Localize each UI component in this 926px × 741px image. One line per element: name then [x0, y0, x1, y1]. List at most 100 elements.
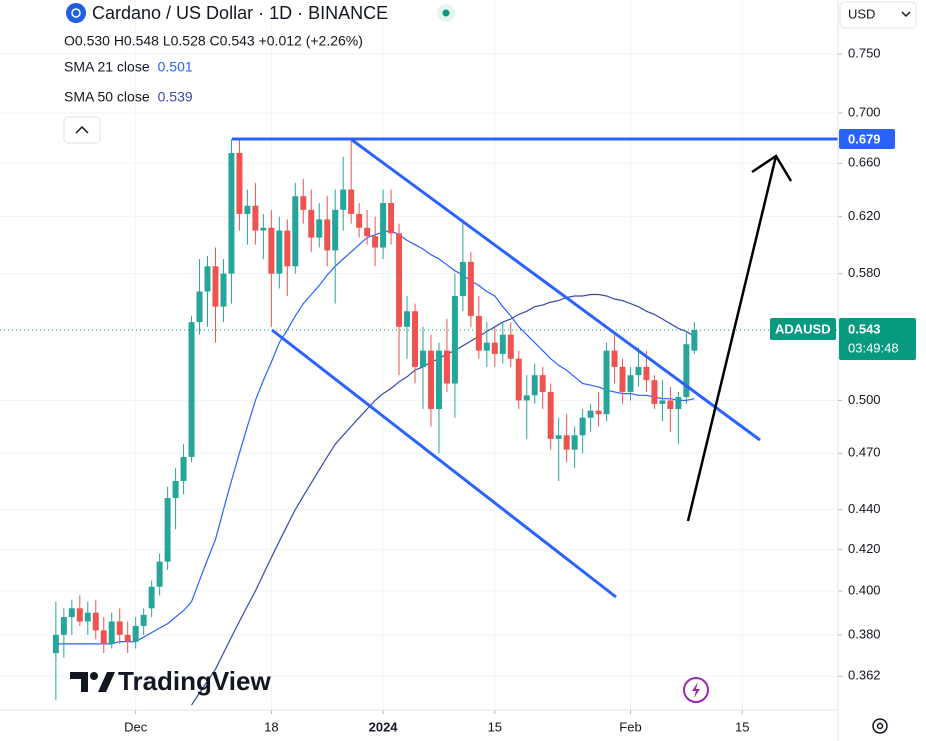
x-tick-label: Feb [619, 719, 641, 734]
candle-body [172, 480, 179, 499]
candle-body [404, 311, 411, 327]
drawings [271, 138, 793, 599]
candle-body [491, 342, 498, 354]
chart-title: Cardano / US Dollar · 1D · BINANCE [92, 3, 388, 23]
x-tick-label: Dec [124, 719, 148, 734]
y-tick-label: 0.700 [848, 104, 881, 119]
candle-body [547, 391, 554, 439]
currency-dropdown[interactable] [839, 1, 917, 29]
y-tick-label: 0.580 [848, 265, 881, 280]
y-tick-label: 0.380 [848, 626, 881, 641]
resistance-label: 0.679 [848, 131, 881, 146]
candle-body [691, 329, 698, 351]
candle-body [531, 375, 538, 396]
x-tick-label: 2024 [369, 719, 399, 734]
collapse-button[interactable] [63, 116, 101, 144]
x-tick-label: 15 [735, 719, 749, 734]
candle-body [60, 617, 67, 635]
candle-body [364, 227, 371, 237]
brand-name: TradingView [118, 666, 271, 696]
candle-body [475, 315, 482, 351]
candle-body [427, 350, 434, 410]
arrow-shaft [686, 155, 778, 522]
currency-label: USD [848, 6, 875, 21]
last-price-label: 0.543 [848, 321, 881, 336]
candle-body [140, 614, 147, 626]
countdown-label: 03:49:48 [848, 340, 899, 355]
candle-body [459, 261, 466, 297]
candle-body [84, 612, 91, 622]
candle-body [388, 203, 395, 234]
y-tick-label: 0.400 [848, 582, 881, 597]
brand-logo: TradingView [70, 666, 271, 696]
candle-body [132, 625, 139, 642]
candle-body [268, 227, 275, 274]
candle-body [603, 350, 610, 415]
candle-body [435, 350, 442, 410]
candle-body [412, 311, 419, 367]
settings-icon[interactable] [872, 718, 888, 734]
candle-body [188, 322, 195, 457]
candle-body [507, 334, 514, 359]
candle-body [380, 203, 387, 248]
candle-body [587, 410, 594, 418]
candle-body [539, 375, 546, 392]
candle-body [396, 233, 403, 327]
legend-value: 0.539 [158, 89, 193, 105]
brand-mark-dot [90, 672, 98, 680]
settings-icon-center [876, 722, 884, 730]
brand-mark-slash [98, 672, 115, 692]
candle-body [332, 209, 339, 251]
channel-upper [351, 138, 761, 442]
candle-body [324, 219, 331, 251]
y-tick-label: 0.500 [848, 392, 881, 407]
legend-name: SMA 21 close [64, 59, 150, 75]
candle-body [156, 561, 163, 587]
legend: SMA 21 close 0.501 SMA 50 close 0.539 [64, 59, 193, 105]
market-status-dot [442, 9, 450, 17]
moving-average-line [190, 293, 695, 706]
candle-body [419, 350, 426, 367]
candle-body [108, 621, 115, 644]
candle-body [372, 236, 379, 248]
symbol-logo [66, 3, 86, 23]
candle-body [116, 621, 123, 635]
candle-body [611, 350, 618, 367]
ohlc-legend: O0.530 H0.548 L0.528 C0.543 +0.012 (+2.2… [64, 33, 363, 49]
candle-body [76, 608, 83, 622]
candle-body [100, 630, 107, 644]
candle-body [467, 261, 474, 316]
candle-body [252, 205, 259, 231]
candle-body [555, 435, 562, 439]
candle-body [451, 296, 458, 384]
overlay: 0.679 ADAUSD 0.543 03:49:48 [770, 129, 916, 360]
candle-body [595, 410, 602, 415]
candle-body [52, 634, 59, 654]
candle-body [667, 400, 674, 410]
candle-body [228, 152, 235, 274]
y-tick-label: 0.440 [848, 501, 881, 516]
candle-body [284, 230, 291, 267]
candle-body [124, 634, 131, 642]
candle-body [627, 375, 634, 392]
candle-body [236, 152, 243, 214]
collapse-icon [75, 125, 89, 134]
y-tick-label: 0.470 [848, 445, 881, 460]
legend-name: SMA 50 close [64, 89, 150, 105]
y-tick-label: 0.420 [848, 541, 881, 556]
candle-body [316, 219, 323, 238]
candle-body [148, 586, 155, 609]
candle-body [292, 196, 299, 267]
candle-body [300, 196, 307, 210]
candle-body [643, 366, 650, 381]
candle-body [356, 213, 363, 228]
candle-body [92, 612, 99, 631]
candle-body [579, 417, 586, 436]
legend-value: 0.501 [158, 59, 193, 75]
candle-body [204, 266, 211, 292]
candle-body [571, 435, 578, 450]
x-tick-label: 15 [488, 719, 502, 734]
candle-body [308, 209, 315, 238]
arrow-head [751, 154, 793, 182]
